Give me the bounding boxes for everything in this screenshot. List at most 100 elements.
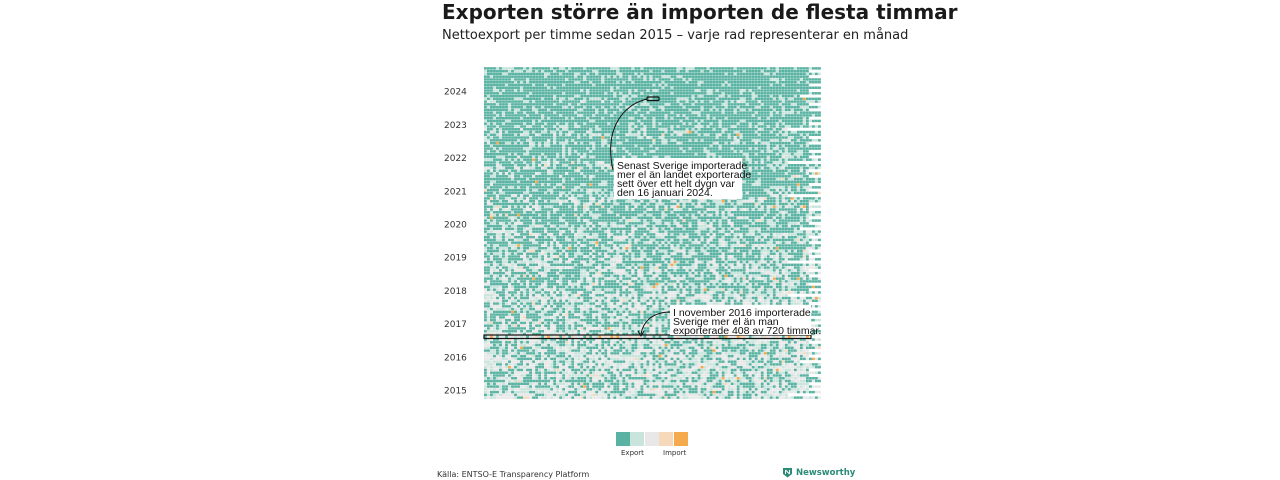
heatmap-cell [640, 125, 644, 128]
heatmap-cell [805, 163, 809, 167]
heatmap-cell [484, 67, 487, 70]
heatmap-cell [613, 78, 617, 81]
heatmap-cell [706, 155, 710, 159]
heatmap-cell [604, 188, 608, 192]
heatmap-cell [676, 116, 680, 120]
heatmap-cell [724, 92, 728, 95]
heatmap-cell [544, 133, 548, 137]
heatmap-cell [811, 78, 815, 81]
heatmap-cell [784, 133, 788, 137]
heatmap-cell [493, 122, 496, 125]
heatmap-cell [571, 94, 575, 98]
heatmap-cell [484, 130, 487, 134]
heatmap-cell [733, 105, 737, 109]
heatmap-cell [520, 92, 523, 95]
heatmap-cell [592, 186, 596, 189]
heatmap-cell [517, 183, 520, 186]
heatmap-cell [760, 86, 764, 89]
heatmap-cell [679, 128, 683, 131]
heatmap-cell [595, 78, 599, 81]
heatmap-cell [763, 152, 767, 156]
heatmap-cell [556, 69, 560, 73]
heatmap-cell [574, 177, 578, 181]
heatmap-cell [742, 116, 746, 120]
heatmap-cell [592, 133, 596, 137]
heatmap-cell [763, 83, 767, 87]
heatmap-cell [577, 67, 581, 70]
heatmap-cell [685, 119, 689, 123]
heatmap-cell [601, 80, 605, 84]
heatmap-cell [568, 105, 572, 109]
heatmap-cell [685, 141, 689, 145]
heatmap-cell [556, 128, 560, 131]
heatmap-cell [652, 69, 656, 73]
heatmap-cell [487, 155, 490, 159]
heatmap-cell [742, 111, 746, 114]
heatmap-cell [640, 141, 644, 145]
heatmap-cell [721, 130, 725, 134]
heatmap-cell [655, 89, 659, 92]
heatmap-cell [685, 155, 689, 159]
heatmap-cell [766, 105, 770, 109]
heatmap-cell [655, 83, 659, 87]
heatmap-cell [817, 177, 821, 181]
heatmap-cell [520, 175, 523, 178]
heatmap-cell [709, 111, 713, 114]
heatmap-cell [697, 78, 701, 81]
heatmap-cell [508, 177, 511, 181]
heatmap-cell [541, 150, 545, 153]
heatmap-cell [637, 86, 641, 89]
heatmap-cell [601, 114, 605, 117]
heatmap-cell [523, 163, 526, 167]
heatmap-cell [520, 122, 523, 125]
heatmap-cell [541, 186, 545, 189]
heatmap-cell [622, 94, 626, 98]
heatmap-cell [733, 72, 737, 76]
heatmap-cell [652, 119, 656, 123]
heatmap-cell [595, 111, 599, 114]
heatmap-cell [535, 105, 539, 109]
heatmap-cell [484, 150, 487, 153]
heatmap-cell [757, 108, 761, 112]
heatmap-cell [673, 100, 677, 103]
heatmap-cell [763, 114, 767, 117]
heatmap-cell [604, 80, 608, 84]
heatmap-cell [772, 78, 776, 81]
heatmap-cell [712, 72, 716, 76]
heatmap-cell [517, 125, 520, 128]
heatmap-cell [772, 177, 776, 181]
heatmap-cell [742, 163, 746, 167]
heatmap-cell [796, 152, 800, 156]
heatmap-cell [748, 114, 752, 117]
heatmap-cell [550, 89, 554, 92]
heatmap-cell [520, 141, 523, 145]
heatmap-cell [610, 130, 614, 134]
heatmap-cell [784, 147, 788, 150]
heatmap-cell [751, 108, 755, 112]
heatmap-cell [514, 103, 517, 106]
heatmap-cell [625, 89, 629, 92]
heatmap-cell [541, 172, 545, 175]
heatmap-cell [529, 144, 532, 148]
heatmap-cell [667, 69, 671, 73]
heatmap-cell [559, 155, 563, 159]
heatmap-cell [622, 100, 626, 103]
heatmap-cell [484, 111, 487, 114]
heatmap-cell [598, 175, 602, 178]
heatmap-cell [607, 75, 611, 78]
heatmap-cell [610, 108, 614, 112]
heatmap-cell [748, 97, 752, 101]
heatmap-cell [745, 169, 749, 172]
heatmap-cell [514, 122, 517, 125]
heatmap-cell [775, 119, 779, 123]
heatmap-cell [556, 133, 560, 137]
heatmap-cell [814, 147, 818, 150]
heatmap-cell [511, 175, 514, 178]
heatmap-cell [634, 136, 638, 139]
heatmap-cell [757, 86, 761, 89]
heatmap-cell [643, 103, 647, 106]
heatmap-cell [688, 86, 692, 89]
heatmap-cell [607, 89, 611, 92]
heatmap-cell [541, 103, 545, 106]
heatmap-cell [490, 97, 493, 101]
